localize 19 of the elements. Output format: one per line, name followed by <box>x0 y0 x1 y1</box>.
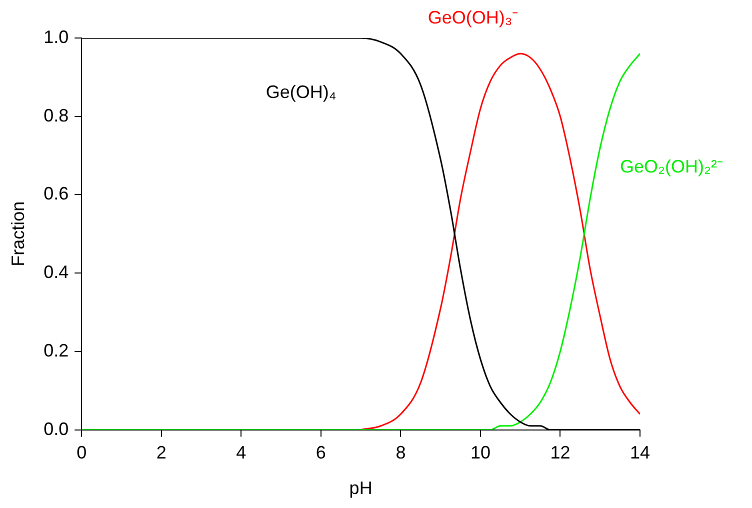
x-tick-label: 8 <box>396 442 406 463</box>
y-axis-title: Fraction <box>8 201 28 266</box>
y-tick-label: 1.0 <box>44 26 69 47</box>
y-tick-label: 0.2 <box>44 340 69 360</box>
x-axis-title: pH <box>349 478 372 498</box>
x-tick-label: 0 <box>76 442 87 463</box>
series-label: GeO₂(OH)₂²⁻ <box>620 156 723 176</box>
x-tick-label: 14 <box>630 442 650 463</box>
y-tick-label: 0.8 <box>44 105 69 126</box>
x-tick-label: 12 <box>550 442 570 463</box>
x-tick-label: 2 <box>156 442 166 463</box>
y-tick-label: 0.6 <box>44 184 69 204</box>
series-label: GeO(OH)₃⁻ <box>428 7 518 28</box>
x-tick-label: 4 <box>236 442 246 463</box>
text: Ge(OH)₄ <box>266 82 336 102</box>
x-tick-label: 6 <box>316 442 326 463</box>
y-tick-label: 0.4 <box>44 262 69 282</box>
x-tick-label: 10 <box>470 442 490 463</box>
y-tick-label: 0.0 <box>44 418 69 439</box>
